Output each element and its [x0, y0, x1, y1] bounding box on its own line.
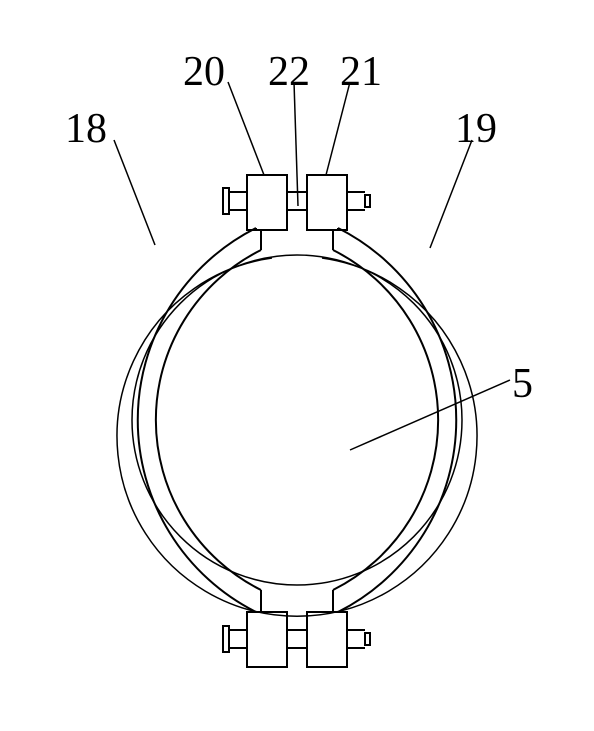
label-22: 22	[268, 48, 310, 96]
bottom-clamp-right-block	[307, 612, 347, 667]
leader-22	[294, 82, 298, 206]
pipe-wall-outer	[117, 258, 477, 616]
top-clamp-left-block	[247, 175, 287, 230]
bottom-bolt-shaft-mid	[287, 630, 307, 648]
leader-lines	[114, 82, 510, 450]
top-bolt-tip-right	[365, 195, 370, 207]
leader-5	[350, 380, 510, 450]
inner-ring-right	[333, 250, 438, 590]
leader-19	[430, 140, 472, 248]
label-5: 5	[512, 360, 533, 408]
leader-18	[114, 140, 155, 245]
inner-ring-left	[156, 250, 261, 590]
bottom-bolt-head-left	[223, 626, 229, 652]
pipe-inner	[132, 255, 462, 585]
label-18: 18	[65, 105, 107, 153]
bottom-bolt-tip-right	[365, 633, 370, 645]
label-21: 21	[340, 48, 382, 96]
label-19: 19	[455, 105, 497, 153]
leader-20	[228, 82, 264, 175]
top-bolt-head-left	[223, 188, 229, 214]
top-clamp-right-block	[307, 175, 347, 230]
bottom-clamp-left-block	[247, 612, 287, 667]
label-20: 20	[183, 48, 225, 96]
